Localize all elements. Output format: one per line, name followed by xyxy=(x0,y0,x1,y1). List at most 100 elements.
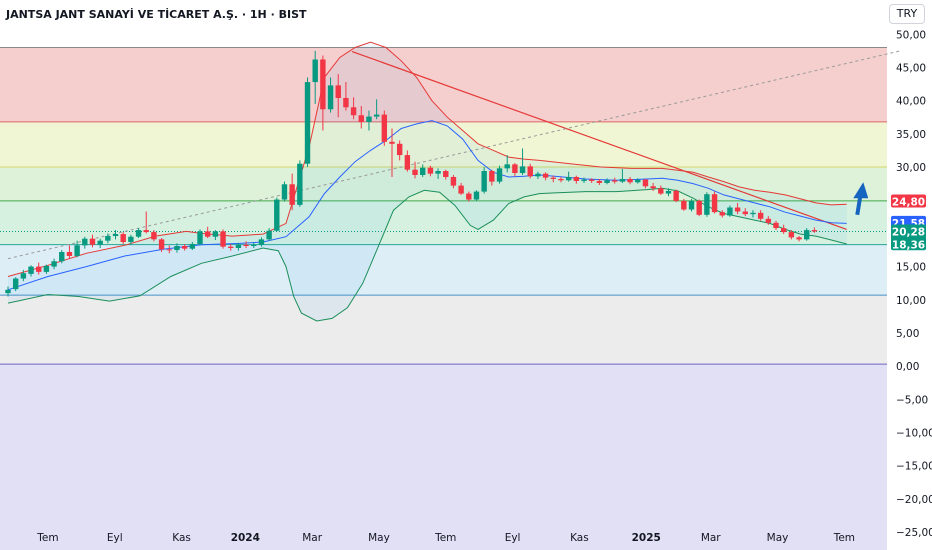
candle xyxy=(420,164,426,177)
candle-body xyxy=(458,185,464,194)
candle-body xyxy=(343,97,349,108)
candle-body xyxy=(82,238,88,246)
candle-body xyxy=(251,244,257,247)
y-tick-label: 35,00 xyxy=(896,129,926,141)
x-tick-label: 2024 xyxy=(231,532,260,544)
candle xyxy=(82,236,88,249)
candle xyxy=(143,211,149,234)
y-tick-label: 15,00 xyxy=(896,262,926,274)
candle-body xyxy=(681,200,687,210)
candle-body xyxy=(36,266,42,272)
candle xyxy=(658,185,664,195)
y-tick-label: −5,00 xyxy=(896,394,928,406)
candle xyxy=(681,198,687,211)
candle-body xyxy=(228,246,234,249)
candle-body xyxy=(550,177,556,179)
candle-body xyxy=(59,251,65,262)
price-tag-bg xyxy=(891,237,926,251)
candle-body xyxy=(135,230,142,237)
candle-body xyxy=(811,230,818,232)
candle xyxy=(289,173,295,211)
candle xyxy=(688,198,695,212)
candle xyxy=(228,244,234,251)
y-tick-label: 10,00 xyxy=(896,295,926,307)
candle-body xyxy=(220,231,226,247)
candle-body xyxy=(320,59,326,110)
candle xyxy=(43,264,50,274)
candle xyxy=(711,191,718,214)
candle xyxy=(673,189,679,203)
candle-body xyxy=(519,166,526,173)
y-tick-label: −15,00 xyxy=(896,461,932,473)
candle xyxy=(396,140,403,161)
candle xyxy=(373,99,380,120)
candle-body xyxy=(412,169,418,175)
candle xyxy=(696,199,702,217)
candle-body xyxy=(197,231,203,245)
price-tag-value: 20,28 xyxy=(892,227,925,239)
candle-body xyxy=(281,184,288,200)
candle-body xyxy=(704,194,710,215)
candle xyxy=(404,150,411,172)
candle xyxy=(174,243,180,253)
candle xyxy=(358,105,364,129)
candle-body xyxy=(558,178,564,181)
candle-body xyxy=(588,179,595,181)
candle-body xyxy=(512,164,518,173)
candle xyxy=(304,77,311,168)
candle xyxy=(20,269,27,282)
candle xyxy=(74,240,80,258)
x-tick-label: Kas xyxy=(570,532,589,544)
candle-body xyxy=(266,230,272,240)
candle-body xyxy=(804,230,810,240)
candle-body xyxy=(66,251,73,256)
candle-body xyxy=(189,244,196,249)
candle-body xyxy=(274,199,280,231)
y-tick-label: −25,00 xyxy=(896,527,932,539)
candle-body xyxy=(151,232,157,240)
candle xyxy=(197,229,203,246)
candle xyxy=(558,176,564,183)
x-tick-label: Mar xyxy=(302,532,322,544)
currency-button[interactable]: TRY xyxy=(889,4,925,24)
candle xyxy=(28,265,34,277)
candle xyxy=(12,277,19,292)
candle-body xyxy=(742,211,748,215)
candle-body xyxy=(496,168,503,182)
candle xyxy=(481,167,487,194)
candle-body xyxy=(696,200,702,215)
chart-title: JANTSA JANT SANAYİ VE TİCARET A.Ş. · 1H … xyxy=(6,8,307,21)
candle xyxy=(258,237,265,247)
candle xyxy=(97,238,103,249)
candle-body xyxy=(297,163,303,205)
x-tick-label: May xyxy=(368,532,390,544)
candle-body xyxy=(757,212,764,219)
candle-body xyxy=(158,239,165,250)
candle xyxy=(650,182,656,191)
candle-body xyxy=(112,234,119,237)
candle-body xyxy=(120,234,126,243)
candle xyxy=(612,177,618,184)
x-tick-label: Tem xyxy=(833,532,855,544)
candle-body xyxy=(51,261,57,267)
candle xyxy=(105,233,111,244)
y-tick-label: 50,00 xyxy=(896,29,926,41)
candle-body xyxy=(504,164,510,169)
candle-body xyxy=(604,180,610,183)
candle xyxy=(274,197,280,232)
candle-body xyxy=(542,173,549,178)
candle xyxy=(427,165,434,177)
fib-band xyxy=(0,364,887,550)
candle xyxy=(158,238,165,252)
y-tick-label: 40,00 xyxy=(896,96,926,108)
candle xyxy=(51,258,57,270)
candle-body xyxy=(780,228,787,233)
bollinger-band-fill xyxy=(8,42,847,321)
candle-body xyxy=(773,222,779,229)
candle-body xyxy=(235,244,242,249)
candle-body xyxy=(750,212,756,215)
candle xyxy=(780,224,787,235)
candle-body xyxy=(734,207,741,212)
